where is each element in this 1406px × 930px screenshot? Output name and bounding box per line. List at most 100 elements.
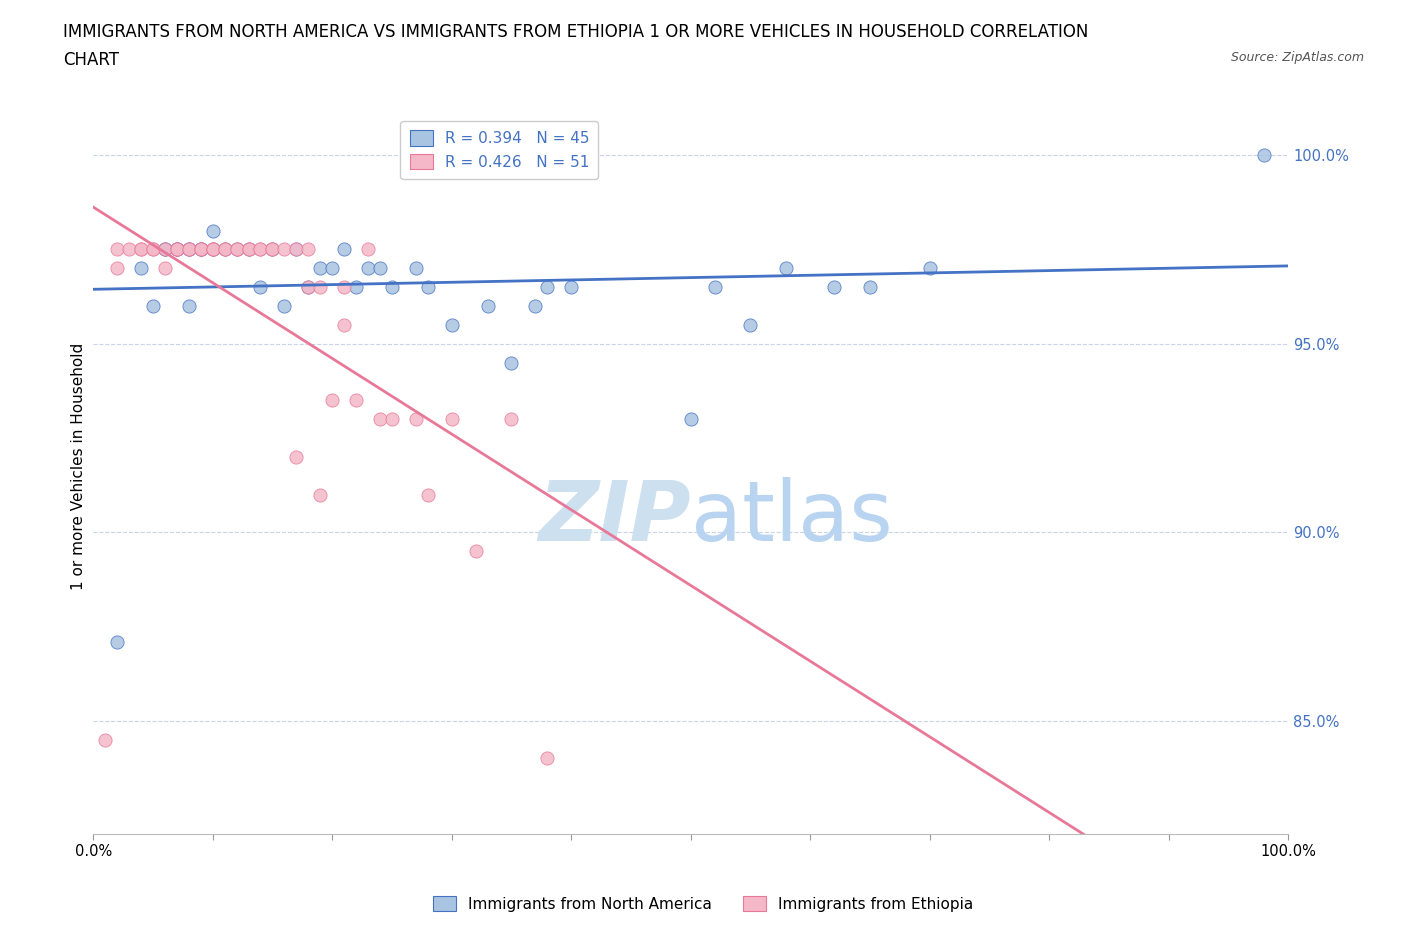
Point	[129, 261, 152, 276]
Point	[859, 280, 882, 295]
Point	[297, 280, 319, 295]
Point	[214, 242, 236, 257]
Point	[309, 487, 332, 502]
Point	[166, 242, 188, 257]
Point	[190, 242, 212, 257]
Point	[153, 242, 176, 257]
Point	[321, 392, 343, 407]
Point	[238, 242, 260, 257]
Point	[262, 242, 284, 257]
Point	[214, 242, 236, 257]
Text: CHART: CHART	[63, 51, 120, 69]
Point	[405, 412, 427, 427]
Point	[297, 242, 319, 257]
Point	[201, 242, 224, 257]
Point	[201, 242, 224, 257]
Point	[740, 317, 762, 332]
Point	[105, 634, 128, 649]
Point	[225, 242, 247, 257]
Point	[333, 280, 356, 295]
Point	[536, 280, 558, 295]
Point	[333, 242, 356, 257]
Legend: Immigrants from North America, Immigrants from Ethiopia: Immigrants from North America, Immigrant…	[427, 889, 979, 918]
Point	[333, 317, 356, 332]
Point	[190, 242, 212, 257]
Text: IMMIGRANTS FROM NORTH AMERICA VS IMMIGRANTS FROM ETHIOPIA 1 OR MORE VEHICLES IN : IMMIGRANTS FROM NORTH AMERICA VS IMMIGRA…	[63, 23, 1088, 41]
Point	[105, 242, 128, 257]
Point	[309, 280, 332, 295]
Point	[142, 242, 165, 257]
Text: ZIP: ZIP	[538, 477, 690, 558]
Point	[153, 261, 176, 276]
Point	[273, 299, 295, 313]
Point	[381, 412, 404, 427]
Point	[129, 242, 152, 257]
Point	[201, 223, 224, 238]
Point	[416, 487, 439, 502]
Point	[129, 242, 152, 257]
Point	[249, 242, 271, 257]
Point	[501, 412, 523, 427]
Point	[190, 242, 212, 257]
Point	[177, 242, 200, 257]
Point	[918, 261, 941, 276]
Point	[238, 242, 260, 257]
Point	[464, 544, 486, 559]
Point	[225, 242, 247, 257]
Point	[94, 732, 117, 747]
Point	[357, 242, 380, 257]
Point	[679, 412, 702, 427]
Point	[321, 261, 343, 276]
Point	[285, 242, 308, 257]
Point	[166, 242, 188, 257]
Point	[153, 242, 176, 257]
Point	[190, 242, 212, 257]
Point	[405, 261, 427, 276]
Point	[501, 355, 523, 370]
Point	[190, 242, 212, 257]
Point	[381, 280, 404, 295]
Point	[524, 299, 547, 313]
Point	[262, 242, 284, 257]
Point	[775, 261, 797, 276]
Point	[177, 299, 200, 313]
Point	[225, 242, 247, 257]
Point	[357, 261, 380, 276]
Point	[142, 242, 165, 257]
Point	[262, 242, 284, 257]
Point	[440, 317, 463, 332]
Point	[142, 299, 165, 313]
Text: Source: ZipAtlas.com: Source: ZipAtlas.com	[1230, 51, 1364, 64]
Point	[344, 392, 367, 407]
Point	[201, 242, 224, 257]
Point	[285, 242, 308, 257]
Point	[153, 242, 176, 257]
Point	[477, 299, 499, 313]
Point	[273, 242, 295, 257]
Point	[309, 261, 332, 276]
Point	[344, 280, 367, 295]
Point	[201, 242, 224, 257]
Point	[536, 751, 558, 765]
Point	[166, 242, 188, 257]
Point	[177, 242, 200, 257]
Point	[297, 280, 319, 295]
Y-axis label: 1 or more Vehicles in Household: 1 or more Vehicles in Household	[72, 342, 86, 590]
Point	[118, 242, 141, 257]
Point	[177, 242, 200, 257]
Point	[105, 261, 128, 276]
Point	[285, 449, 308, 464]
Point	[177, 242, 200, 257]
Point	[238, 242, 260, 257]
Point	[249, 280, 271, 295]
Point	[823, 280, 845, 295]
Point	[214, 242, 236, 257]
Point	[368, 261, 391, 276]
Point	[166, 242, 188, 257]
Point	[440, 412, 463, 427]
Point	[1253, 148, 1275, 163]
Text: atlas: atlas	[690, 477, 893, 558]
Point	[703, 280, 725, 295]
Point	[166, 242, 188, 257]
Legend: R = 0.394   N = 45, R = 0.426   N = 51: R = 0.394 N = 45, R = 0.426 N = 51	[401, 121, 599, 179]
